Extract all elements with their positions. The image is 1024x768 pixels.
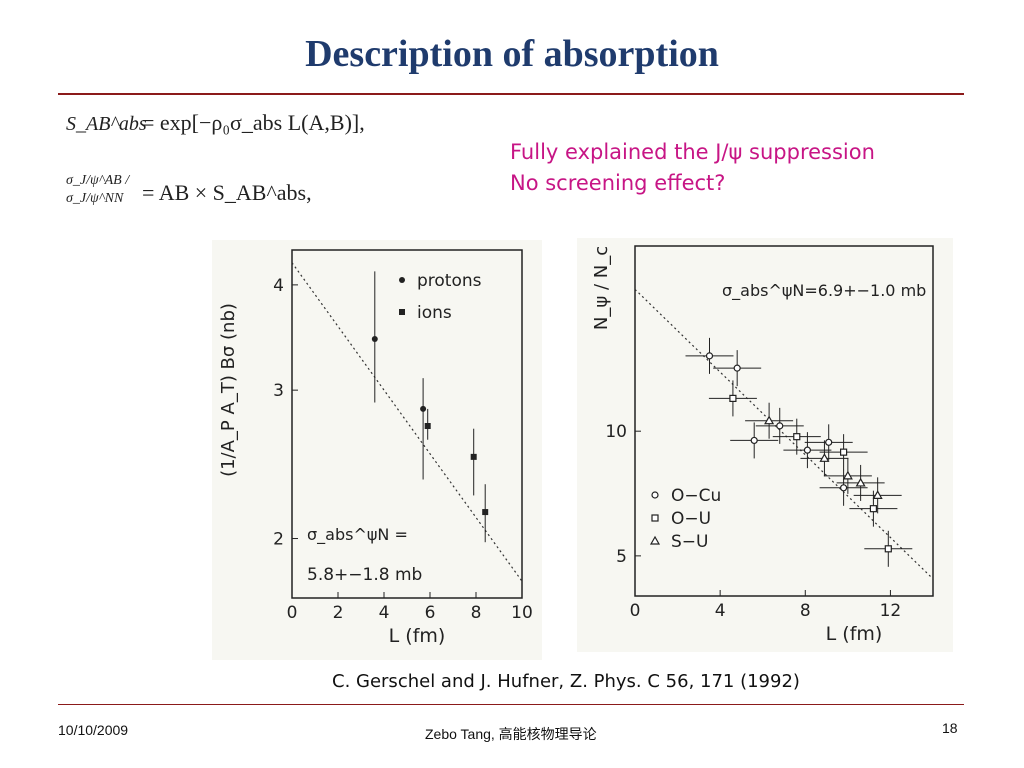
x-tick-label: 10: [511, 603, 533, 623]
legend-marker-square: [651, 514, 659, 522]
citation: C. Gerschel and J. Hufner, Z. Phys. C 56…: [332, 671, 800, 692]
title-divider: [58, 93, 964, 95]
equation-2-lhs: σ_J/ψ^AB / σ_J/ψ^NN: [66, 173, 130, 206]
data-point-triangle: [764, 415, 775, 425]
data-point-ions: [482, 509, 489, 516]
data-point-triangle: [819, 453, 830, 462]
legend-marker-triangle: [649, 535, 661, 545]
data-point-circle: [705, 352, 714, 360]
annotation-line-1: σ_abs^ψN =: [307, 525, 408, 545]
equation-block: S_AB^abs = exp[−ρ₀σ_abs L(A,B)], σ_J/ψ^A…: [66, 110, 466, 235]
note-line-2: No screening effect?: [510, 171, 726, 195]
fit-line: [291, 262, 523, 582]
footer-date: 10/10/2009: [58, 722, 129, 738]
x-tick-label: 4: [379, 603, 390, 623]
fit-line: [634, 288, 934, 580]
legend-marker-ions: [399, 309, 405, 315]
data-point-square: [869, 505, 877, 513]
legend-label-ions: ions: [417, 303, 452, 323]
legend-marker-protons: [399, 277, 405, 283]
data-point-square: [793, 433, 801, 441]
data-point-circle: [840, 484, 848, 492]
y-tick-label: 10: [605, 422, 627, 442]
data-point-triangle: [855, 477, 866, 487]
x-tick-label: 6: [425, 603, 436, 623]
data-point-circle: [803, 446, 812, 454]
annotation: σ_abs^ψN=6.9+−1.0 mb: [722, 281, 926, 301]
y-axis-label: N_ψ / N_c: [591, 246, 612, 330]
right-chart-panel: 0 4 8 12 5 10 L (fm) N_ψ / N_c σ_abs^ψN=6.9+−1.0…: [577, 238, 953, 652]
equation-2: σ_J/ψ^AB / σ_J/ψ^NN = AB × S_AB^abs,: [66, 172, 312, 209]
y-tick-label: 2: [273, 530, 284, 550]
plot-frame: [291, 249, 523, 599]
y-tick-label: 5: [616, 547, 627, 567]
annotation-line-2: 5.8+−1.8 mb: [307, 565, 422, 585]
data-point-triangle: [872, 490, 883, 499]
equation-2-rhs: = AB × S_AB^abs,: [142, 180, 312, 205]
data-point-square: [729, 394, 737, 402]
footer-divider: [58, 704, 964, 705]
data-point-ions: [470, 453, 477, 460]
x-tick-label: 4: [715, 601, 726, 621]
x-axis-label: L (fm): [389, 625, 446, 647]
equation-1-rhs: = exp[−ρ₀σ_abs L(A,B)],: [142, 110, 365, 135]
y-tick-label: 4: [273, 276, 284, 296]
legend-label: O−U: [671, 509, 711, 529]
x-tick-label: 12: [880, 601, 902, 621]
page-number: 18: [942, 720, 958, 736]
x-tick-label: 8: [471, 603, 482, 623]
x-tick-label: 0: [287, 603, 298, 623]
x-tick-label: 2: [333, 603, 344, 623]
left-chart-panel: 0 2 4 6 8 10 2 3 4 L (fm) (1/A_P A_T) Bσ (nb) proto…: [212, 240, 542, 660]
y-axis-label: (1/A_P A_T) Bσ (nb): [218, 303, 239, 477]
footer-author: Zebo Tang, 高能核物理导论: [425, 726, 597, 742]
data-point-circle: [825, 438, 833, 446]
data-point-circle: [776, 422, 784, 430]
y-tick-label: 3: [273, 381, 284, 401]
data-point-circle: [733, 364, 741, 372]
equation-1: S_AB^abs = exp[−ρ₀σ_abs L(A,B)],: [66, 110, 365, 137]
data-point-ions: [424, 423, 431, 430]
note-line-1: Fully explained the J/ψ suppression: [510, 140, 875, 164]
x-axis-label: L (fm): [826, 623, 883, 645]
equation-1-lhs: S_AB^abs: [66, 113, 147, 135]
right-chart: 0 4 8 12 5 10 L (fm) N_ψ / N_c σ_abs^ψN=6.9+−1.0…: [591, 245, 934, 645]
data-point-protons: [420, 405, 427, 412]
data-point-square: [840, 448, 848, 456]
slide-title: Description of absorption: [305, 33, 719, 75]
data-point-protons: [371, 336, 378, 343]
legend-label: O−Cu: [671, 486, 721, 506]
plot-frame: [634, 245, 934, 597]
data-point-square: [884, 545, 892, 553]
data-point-triangle: [842, 470, 853, 480]
x-tick-label: 0: [630, 601, 641, 621]
data-point-circle: [750, 436, 758, 445]
legend-label-protons: protons: [417, 271, 482, 291]
legend-marker-circle: [651, 491, 659, 499]
legend-label: S−U: [671, 532, 708, 552]
x-tick-label: 8: [800, 601, 811, 621]
